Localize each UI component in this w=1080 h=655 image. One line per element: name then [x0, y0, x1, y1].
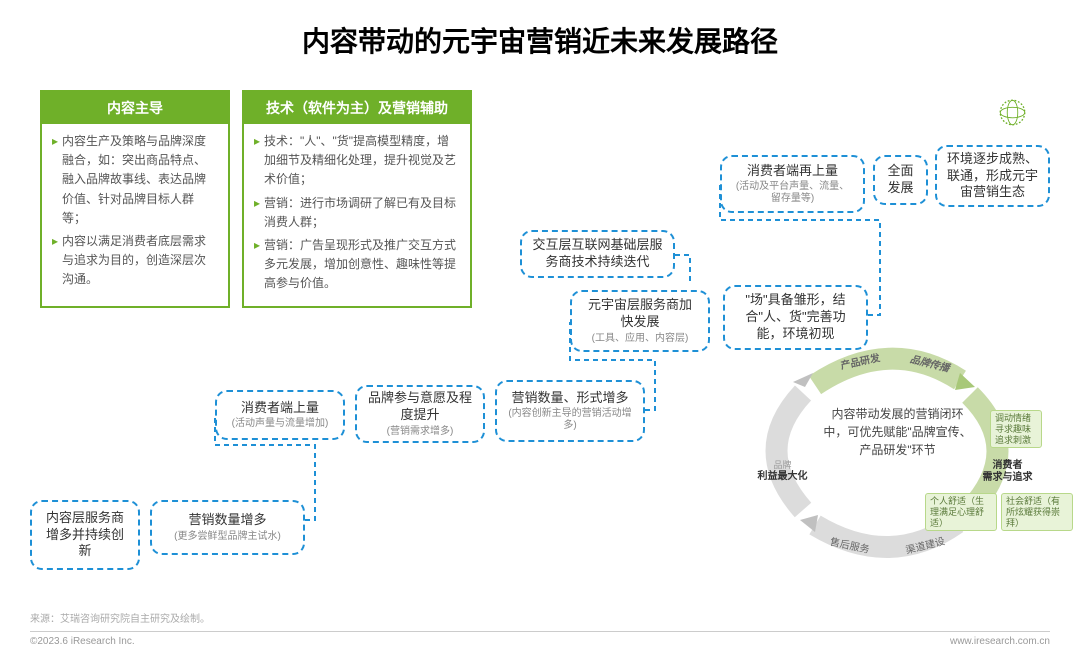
- step-2: 营销数量增多 (更多尝鲜型品牌主试水): [150, 500, 305, 555]
- tag-personal: 个人舒适（生理满足心理舒适）: [925, 493, 997, 531]
- website-url: www.iresearch.com.cn: [950, 636, 1050, 647]
- tag-emotion: 调动情绪寻求趣味追求刺激: [990, 410, 1042, 448]
- step-3: 消费者端上量 (活动声量与流量增加): [215, 390, 345, 440]
- step-7: 元宇宙层服务商加快发展 (工具、应用、内容层): [570, 290, 710, 352]
- page-title: 内容带动的元宇宙营销近未来发展路径: [30, 20, 1050, 60]
- globe-icon: [995, 95, 1030, 130]
- step-4: 品牌参与意愿及程度提升 (营销需求增多): [355, 385, 485, 443]
- consumer-label: 消费者 需求与追求: [980, 460, 1035, 484]
- source-text: 来源：艾瑞咨询研究院自主研究及绘制。: [30, 610, 210, 625]
- marketing-cycle: 产品研发 品牌传播 渠道建设 售后服务 内容带动发展的营销闭环中，可优先赋能"品…: [735, 325, 1045, 575]
- brand-label: 品牌 利益最大化: [755, 460, 810, 483]
- step-6: 交互层互联网基础层服务商技术持续迭代: [520, 230, 675, 278]
- tag-social: 社会舒适（有所炫耀获得崇拜）: [1001, 493, 1073, 531]
- step-10: 全面发展: [873, 155, 928, 205]
- step-5: 营销数量、形式增多 (内容创新主导的营销活动增多): [495, 380, 645, 442]
- step-1: 内容层服务商增多并持续创新: [30, 500, 140, 570]
- copyright: ©2023.6 iResearch Inc.: [30, 636, 135, 647]
- step-9: 消费者端再上量 (活动及平台声量、流量、留存量等): [720, 155, 865, 213]
- cycle-center-text: 内容带动发展的营销闭环中，可优先赋能"品牌宣传、产品研发"环节: [820, 405, 975, 459]
- step-11: 环境逐步成熟、联通，形成元宇宙营销生态: [935, 145, 1050, 207]
